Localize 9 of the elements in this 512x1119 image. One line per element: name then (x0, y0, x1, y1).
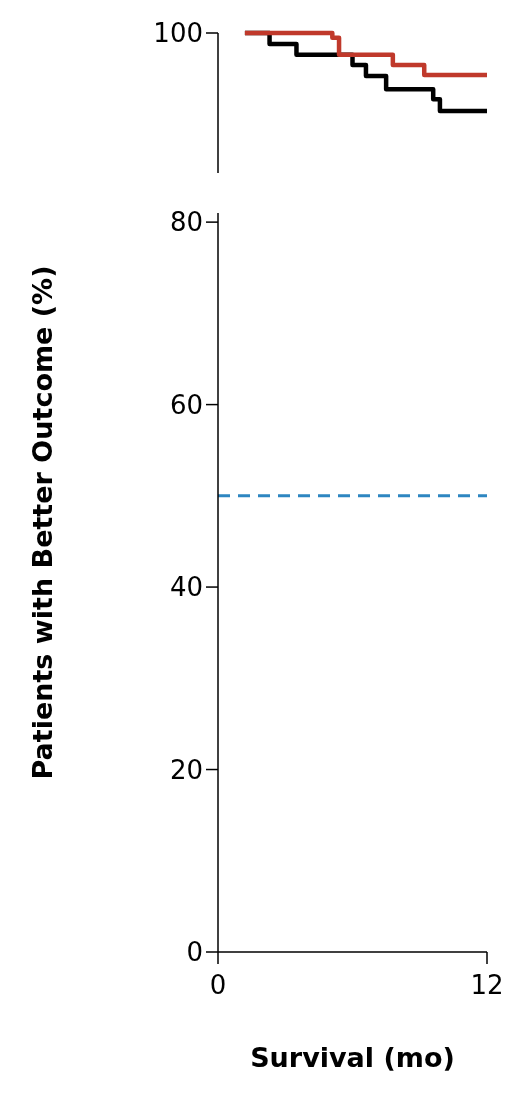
y-tick-label: 0 (186, 937, 203, 968)
x-tick-label: 12 (470, 970, 504, 1000)
y-tick-label: 80 (169, 207, 203, 238)
x-axis-title: Survival (mo) (250, 1042, 455, 1073)
text: 100 (153, 18, 203, 49)
y-axis-title: Patients with Better Outcome (%) (27, 265, 58, 780)
y-tick-label: 40 (169, 572, 203, 603)
y-tick-label: 20 (169, 754, 203, 785)
y-tick-label: 60 (169, 389, 203, 420)
